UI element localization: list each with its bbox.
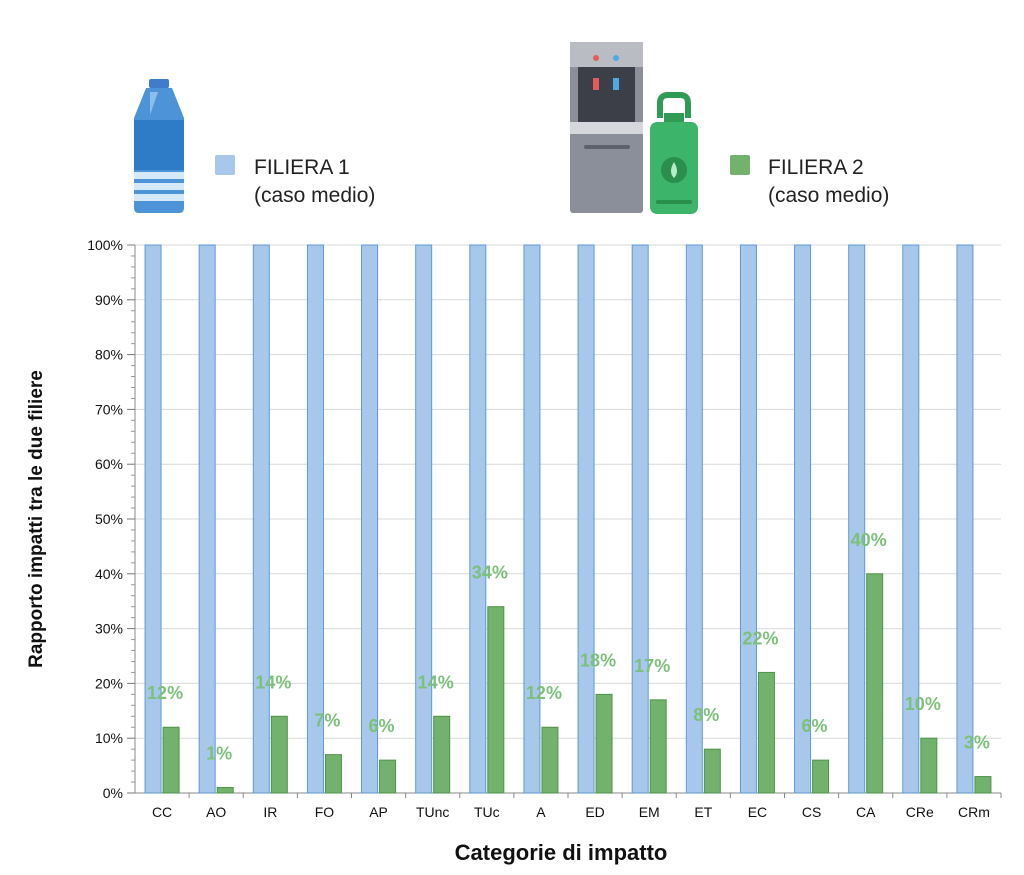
x-tick-label: TUc	[474, 804, 500, 820]
bar-filiera-1-ap	[361, 244, 379, 794]
bar-filiera-2-em	[649, 699, 667, 794]
y-tick-label: 10%	[95, 730, 123, 746]
bar-filiera-1-tunc	[415, 244, 433, 794]
bar-filiera-2-ca	[866, 573, 884, 794]
data-label-tuc: 34%	[472, 563, 508, 583]
bar-filiera-2-ec	[757, 671, 775, 794]
bar-filiera-1-et	[685, 244, 703, 794]
bar-filiera-1-ir	[252, 244, 270, 794]
bar-filiera-2-ed	[595, 693, 613, 794]
legend-sublabel-filiera-1: (caso medio)	[254, 184, 375, 207]
x-tick-label: EM	[639, 804, 660, 820]
data-label-a: 12%	[526, 683, 562, 703]
bar-filiera-2-ao	[216, 787, 234, 794]
x-tick-label: CRe	[906, 804, 934, 820]
y-tick-label: 90%	[95, 292, 123, 308]
water-jug-icon	[650, 92, 698, 214]
data-label-em: 17%	[634, 656, 670, 676]
bar-filiera-1-fo	[306, 244, 324, 794]
y-tick-label: 50%	[95, 511, 123, 527]
x-tick-label: AP	[369, 804, 388, 820]
bar-filiera-2-a	[541, 726, 559, 794]
x-tick-label: CA	[856, 804, 876, 820]
data-label-cre: 10%	[905, 694, 941, 714]
x-tick-label: ED	[585, 804, 604, 820]
x-axis-title: Categorie di impatto	[455, 840, 668, 865]
y-tick-label: 0%	[103, 785, 123, 801]
y-tick-label: 30%	[95, 621, 123, 637]
bar-filiera-1-ao	[198, 244, 216, 794]
x-tick-label: FO	[315, 804, 335, 820]
bar-filiera-2-cre	[920, 737, 938, 794]
x-tick-label: EC	[748, 804, 767, 820]
bar-filiera-1-a	[523, 244, 541, 794]
x-tick-label: IR	[263, 804, 277, 820]
x-tick-label: AO	[206, 804, 226, 820]
x-tick-label: CC	[152, 804, 172, 820]
bar-filiera-2-cc	[162, 726, 180, 794]
legend-swatch-filiera-1	[215, 155, 235, 175]
x-tick-label: ET	[694, 804, 712, 820]
y-tick-label: 100%	[87, 237, 123, 253]
bar-filiera-1-cs	[794, 244, 812, 794]
bar-filiera-1-ca	[848, 244, 866, 794]
bar-filiera-2-et	[703, 748, 721, 794]
bar-filiera-1-tuc	[469, 244, 487, 794]
data-label-ed: 18%	[580, 650, 616, 670]
y-tick-label: 40%	[95, 566, 123, 582]
data-label-ec: 22%	[742, 628, 778, 648]
data-label-ap: 6%	[369, 716, 395, 736]
bar-filiera-2-ap	[379, 759, 397, 794]
bar-filiera-1-crm	[956, 244, 974, 794]
y-tick-label: 80%	[95, 347, 123, 363]
x-tick-label: TUnc	[416, 804, 449, 820]
bar-filiera-2-tunc	[433, 715, 451, 794]
x-tick-label: CRm	[958, 804, 990, 820]
data-label-cs: 6%	[802, 716, 828, 736]
bar-filiera-1-cc	[144, 244, 162, 794]
data-label-ir: 14%	[255, 672, 291, 692]
bar-filiera-2-tuc	[487, 606, 505, 794]
data-label-cc: 12%	[147, 683, 183, 703]
y-axis-title: Rapporto impatti tra le due filiere	[26, 370, 47, 668]
data-label-ca: 40%	[851, 530, 887, 550]
y-tick-label: 70%	[95, 401, 123, 417]
bar-filiera-2-crm	[974, 776, 992, 794]
data-label-et: 8%	[693, 705, 719, 725]
x-tick-label: A	[536, 804, 546, 820]
bar-filiera-1-cre	[902, 244, 920, 794]
water-dispenser-icon	[570, 42, 643, 213]
bar-filiera-2-ir	[270, 715, 288, 794]
bar-filiera-2-fo	[324, 754, 342, 794]
data-label-crm: 3%	[964, 733, 990, 753]
y-tick-label: 60%	[95, 456, 123, 472]
y-tick-label: 20%	[95, 675, 123, 691]
bar-filiera-1-em	[631, 244, 649, 794]
bar-filiera-2-cs	[812, 759, 830, 794]
legend-label-filiera-1: FILIERA 1	[254, 156, 350, 179]
bar-filiera-1-ec	[739, 244, 757, 794]
x-tick-label: CS	[802, 804, 821, 820]
data-label-tunc: 14%	[418, 672, 454, 692]
bar-filiera-1-ed	[577, 244, 595, 794]
legend-sublabel-filiera-2: (caso medio)	[768, 184, 889, 207]
water-bottle-icon	[134, 79, 184, 213]
data-label-fo: 7%	[314, 711, 340, 731]
legend-swatch-filiera-2	[730, 155, 750, 175]
data-label-ao: 1%	[206, 744, 232, 764]
legend-label-filiera-2: FILIERA 2	[768, 156, 864, 179]
